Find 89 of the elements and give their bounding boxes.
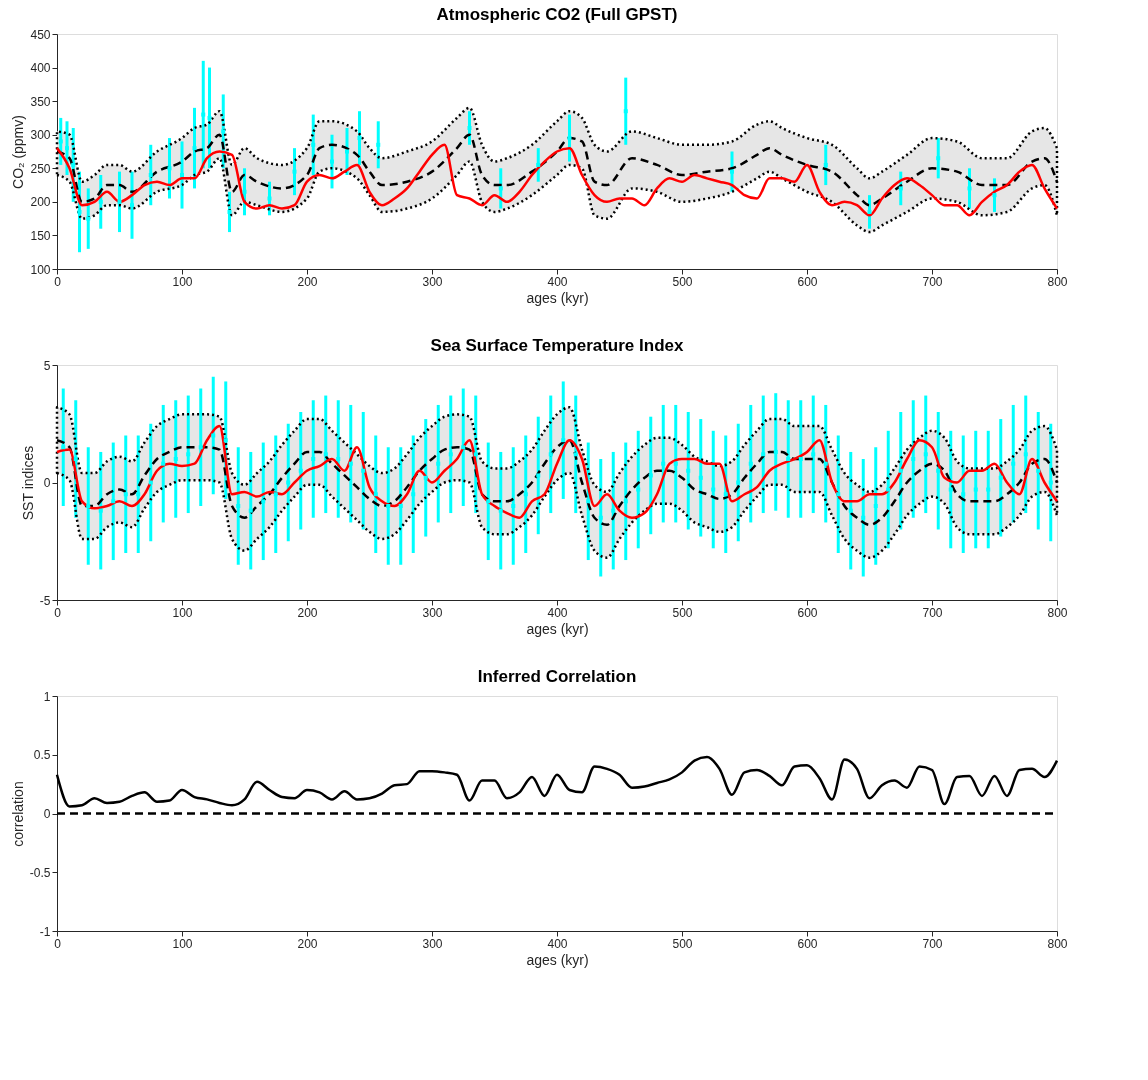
- point: [117, 199, 122, 204]
- point: [867, 209, 872, 214]
- point: [330, 159, 334, 164]
- y-axis-title: correlation: [9, 781, 26, 847]
- point: [167, 166, 172, 171]
- y-axis-title: CO₂ (ppmv): [10, 115, 27, 189]
- point: [227, 209, 232, 214]
- x-tick-label: 0: [54, 936, 62, 951]
- x-tick-label: 300: [422, 936, 443, 951]
- y-tick-label: 200: [30, 195, 51, 210]
- x-tick-label: 300: [422, 605, 443, 620]
- point: [898, 186, 903, 191]
- x-tick-label: 800: [1047, 936, 1068, 951]
- x-tick-label: 300: [422, 274, 443, 289]
- point: [823, 162, 828, 167]
- point: [536, 162, 541, 167]
- point: [58, 139, 63, 144]
- point: [86, 216, 91, 221]
- x-tick-label: 200: [297, 936, 318, 951]
- x-tick-label: 100: [172, 274, 193, 289]
- x-tick-label: 200: [297, 274, 318, 289]
- x-tick-label: 400: [547, 936, 568, 951]
- x-tick-label: 500: [672, 936, 693, 951]
- point: [967, 186, 972, 191]
- point: [357, 136, 362, 141]
- x-tick-label: 700: [922, 936, 943, 951]
- x-tick-label: 400: [547, 274, 568, 289]
- point: [936, 156, 941, 161]
- point: [292, 169, 297, 174]
- x-tick-label: 200: [297, 605, 318, 620]
- point: [730, 169, 734, 174]
- point: [77, 209, 82, 214]
- y-tick-label: 150: [30, 228, 51, 243]
- point: [65, 146, 69, 151]
- x-tick-label: 600: [797, 936, 818, 951]
- x-tick-label: 400: [547, 605, 568, 620]
- y-tick-label: 5: [43, 358, 51, 373]
- y-tick-label: -0.5: [29, 865, 51, 880]
- x-tick-label: 500: [672, 274, 693, 289]
- y-axis-title: SST indices: [19, 445, 36, 521]
- chart-title: Sea Surface Temperature Index: [430, 336, 684, 355]
- chart-title: Inferred Correlation: [477, 667, 637, 686]
- x-tick-label: 700: [922, 274, 943, 289]
- y-tick-label: 400: [30, 61, 51, 76]
- x-axis-title: ages (kyr): [526, 951, 589, 968]
- x-axis-title: ages (kyr): [526, 620, 589, 637]
- x-tick-label: 800: [1047, 605, 1068, 620]
- point: [267, 196, 272, 201]
- x-tick-label: 800: [1047, 274, 1068, 289]
- point: [345, 149, 349, 154]
- point: [498, 186, 503, 191]
- point: [130, 203, 134, 208]
- point: [98, 199, 103, 204]
- chart-title: Atmospheric CO2 (Full GPST): [436, 5, 678, 24]
- x-tick-label: 100: [172, 605, 193, 620]
- y-tick-label: 0.5: [33, 748, 51, 763]
- y-tick-label: -5: [39, 593, 51, 608]
- y-tick-label: 0: [43, 807, 51, 821]
- y-tick-label: 100: [30, 262, 51, 277]
- x-tick-label: 500: [672, 605, 693, 620]
- point: [311, 142, 316, 147]
- point: [376, 142, 381, 147]
- y-tick-label: -1: [39, 924, 51, 939]
- y-tick-label: 450: [30, 27, 51, 42]
- y-tick-label: 250: [30, 161, 51, 176]
- x-tick-label: 0: [54, 605, 62, 620]
- x-tick-label: 0: [54, 274, 62, 289]
- point: [180, 173, 184, 177]
- x-tick-label: 600: [797, 274, 818, 289]
- point: [992, 193, 997, 198]
- point: [623, 109, 628, 114]
- point: [221, 129, 226, 134]
- x-axis-title: ages (kyr): [526, 289, 589, 306]
- line-series: [55, 755, 1059, 808]
- x-tick-label: 700: [922, 605, 943, 620]
- y-tick-label: 300: [30, 128, 51, 143]
- y-tick-label: 1: [43, 689, 51, 704]
- point: [242, 189, 247, 194]
- y-tick-label: 350: [30, 94, 51, 109]
- line-series: [55, 143, 1059, 217]
- y-tick-label: 0: [43, 476, 51, 490]
- point: [567, 136, 572, 141]
- x-tick-label: 100: [172, 936, 193, 951]
- point: [71, 162, 76, 167]
- point: [148, 173, 153, 177]
- x-tick-label: 600: [797, 605, 818, 620]
- point: [207, 115, 212, 120]
- point: [192, 146, 197, 151]
- point: [201, 112, 206, 117]
